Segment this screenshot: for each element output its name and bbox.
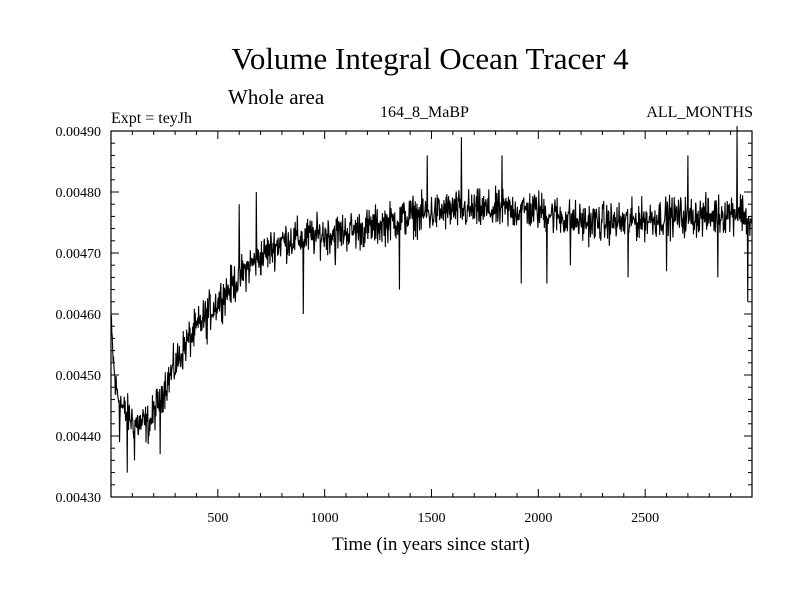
x-axis: 500 1000 1500 2000 2500 [131, 131, 732, 526]
y-axis: 0.00430 0.00440 0.00450 0.00460 0.00470 0.004… [56, 125, 752, 506]
x-tick-label: 500 [207, 511, 228, 526]
y-tick-label: 0.00450 [56, 369, 102, 384]
chart-subtitle: Whole area [228, 85, 325, 109]
x-tick-label: 1000 [311, 511, 339, 526]
x-axis-label: Time (in years since start) [332, 534, 530, 555]
y-tick-label: 0.00430 [56, 491, 102, 506]
y-tick-label: 0.00480 [56, 186, 102, 201]
run-label: 164_8_MaBP [380, 104, 469, 121]
months-label: ALL_MONTHS [646, 104, 753, 121]
series-line [110, 126, 753, 473]
x-tick-label: 2000 [524, 511, 552, 526]
x-tick-label: 2500 [631, 511, 659, 526]
y-tick-label: 0.00470 [56, 247, 102, 262]
chart-title: Volume Integral Ocean Tracer 4 [231, 41, 629, 76]
experiment-label: Expt = teyJh [111, 110, 192, 127]
y-tick-label: 0.00460 [56, 308, 102, 323]
x-tick-label: 1500 [418, 511, 446, 526]
y-tick-label: 0.00440 [56, 430, 102, 445]
y-tick-label: 0.00490 [56, 125, 102, 140]
plot-area [110, 126, 753, 498]
